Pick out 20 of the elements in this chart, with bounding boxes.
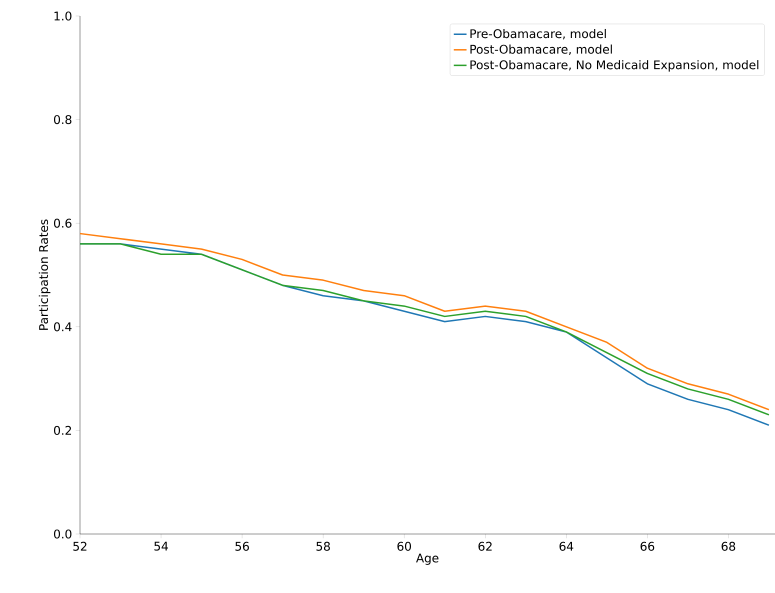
legend-label: Post-Obamacare, model — [470, 44, 612, 55]
y-tick-label: 0.2 — [54, 426, 72, 435]
x-axis-title: Age — [416, 554, 438, 565]
legend-label: Pre-Obamacare, model — [470, 28, 606, 40]
legend-label: Post-Obamacare, No Medicaid Expansion, model — [470, 60, 758, 72]
y-tick-label: 1.0 — [54, 11, 72, 21]
x-tick-label: 64 — [560, 542, 574, 551]
x-tick-label: 60 — [397, 542, 412, 551]
y-tick-label: 0.6 — [54, 218, 72, 228]
x-tick-label: 54 — [154, 542, 168, 551]
x-tick-label: 58 — [316, 542, 330, 551]
y-tick-label: 0.4 — [54, 322, 72, 332]
y-axis-title: Participation Rates — [38, 220, 50, 330]
x-tick-label: 52 — [73, 542, 86, 551]
y-tick-label: 0.0 — [54, 529, 72, 539]
y-tick-label: 0.8 — [54, 115, 72, 124]
x-tick-label: 62 — [478, 542, 492, 551]
x-tick-label: 56 — [235, 542, 249, 551]
x-tick-label: 66 — [640, 542, 654, 551]
x-tick-label: 68 — [722, 542, 736, 551]
